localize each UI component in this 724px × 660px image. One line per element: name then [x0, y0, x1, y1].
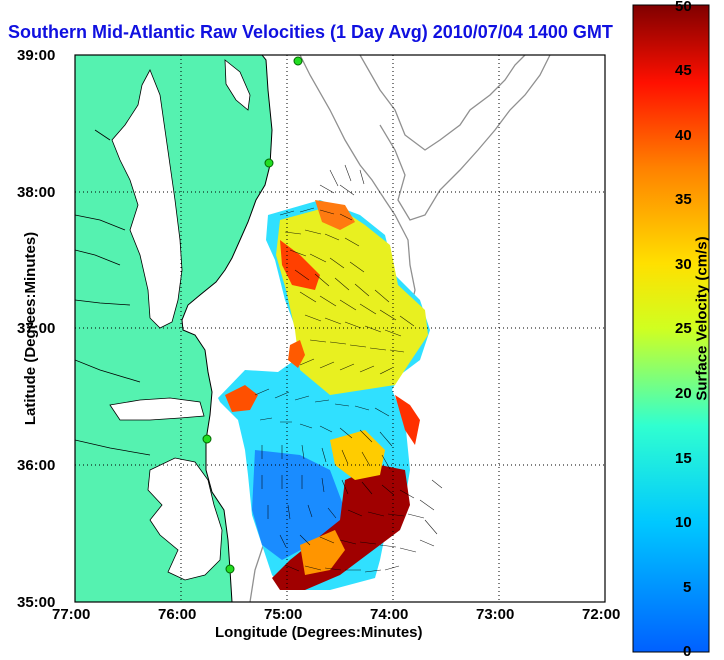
velocity-region	[300, 530, 345, 575]
y-axis-label: Latitude (Degrees:Minutes)	[22, 231, 40, 426]
colorbar-tick-label: 50	[675, 0, 692, 15]
x-tick-label: 76:00	[158, 606, 197, 623]
y-tick-label: 37:00	[17, 320, 56, 337]
station-marker	[225, 564, 235, 574]
velocity-region	[276, 205, 428, 395]
colorbar-tick-label: 40	[675, 127, 692, 144]
velocity-field	[218, 164, 443, 590]
delaware-bay	[224, 59, 251, 111]
x-tick-label: 73:00	[476, 606, 515, 623]
station-marker	[202, 434, 212, 444]
colorbar-tick-label: 35	[675, 191, 692, 208]
x-tick-label: 77:00	[52, 606, 91, 623]
river-inlets	[75, 129, 151, 456]
station-markers	[202, 56, 303, 574]
station-marker	[264, 158, 274, 168]
map-grid	[75, 55, 605, 602]
velocity-region	[330, 430, 385, 480]
y-tick-label: 39:00	[17, 47, 56, 64]
velocity-vectors	[254, 164, 443, 573]
colorbar-label: Surface Velocity (cm/s)	[693, 236, 711, 401]
y-tick-label: 38:00	[17, 184, 56, 201]
colorbar-tick-label: 30	[675, 256, 692, 273]
bathymetry-contour	[379, 55, 551, 221]
x-axis-label: Longitude (Degrees:Minutes)	[215, 624, 423, 641]
y-tick-label: 36:00	[17, 457, 56, 474]
x-tick-label: 74:00	[370, 606, 409, 623]
map-title: Southern Mid-Atlantic Raw Velocities (1 …	[8, 22, 613, 42]
map-frame	[74, 54, 606, 603]
colorbar-tick-label: 10	[675, 514, 692, 531]
velocity-region	[225, 385, 258, 412]
x-tick-label: 72:00	[582, 606, 621, 623]
pamlico-sound	[147, 457, 223, 581]
station-marker	[293, 56, 303, 66]
colorbar-tick-label: 5	[683, 579, 692, 596]
velocity-region	[252, 450, 345, 560]
velocity-region	[315, 200, 355, 230]
colorbar-tick-label: 15	[675, 450, 692, 467]
colorbar-tick-label: 20	[675, 385, 692, 402]
bathymetry-contour	[359, 55, 526, 151]
colorbar-tick-label: 0	[683, 643, 692, 660]
velocity-region	[288, 340, 305, 368]
velocity-region	[280, 240, 320, 290]
velocity-region	[395, 395, 420, 445]
colorbar-tick-label: 25	[675, 320, 692, 337]
x-tick-label: 75:00	[264, 606, 303, 623]
colorbar-tick-label: 45	[675, 62, 692, 79]
colorbar	[632, 4, 710, 653]
y-tick-label: 35:00	[17, 594, 56, 611]
chesapeake-bay	[111, 69, 183, 329]
